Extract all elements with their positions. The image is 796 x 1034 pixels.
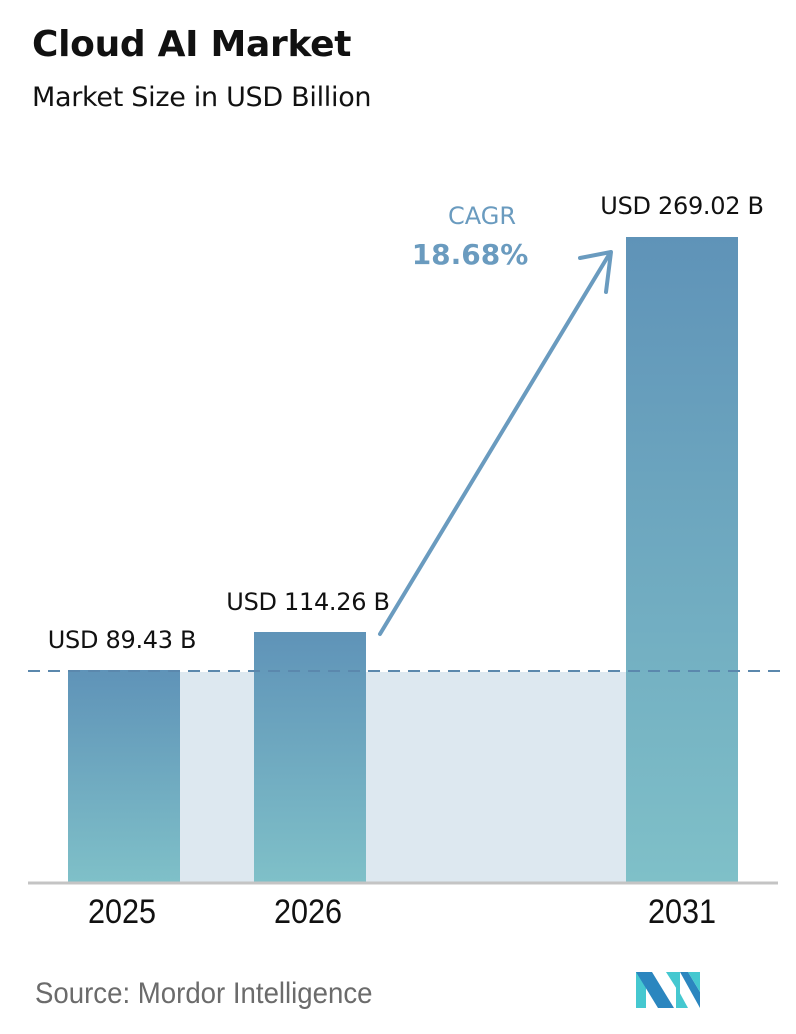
bar-2025 bbox=[68, 670, 180, 882]
value-label-2031: USD 269.02 B bbox=[600, 192, 764, 220]
cagr-value: 18.68% bbox=[411, 238, 529, 271]
chart-subtitle: Market Size in USD Billion bbox=[32, 82, 372, 113]
value-label-2025: USD 89.43 B bbox=[47, 626, 197, 654]
source-text: Source: Mordor Intelligence bbox=[35, 977, 373, 1010]
value-label-2026: USD 114.26 B bbox=[226, 588, 390, 616]
chart-title: Cloud AI Market bbox=[32, 24, 352, 65]
cagr-label: CAGR bbox=[447, 202, 517, 230]
x-tick-2031: 2031 bbox=[647, 893, 717, 931]
mordor-intelligence-logo-icon bbox=[636, 972, 700, 1008]
cagr-arrow-icon bbox=[378, 250, 613, 636]
x-tick-2025: 2025 bbox=[87, 893, 157, 931]
bar-2026 bbox=[254, 632, 366, 882]
bar-2031 bbox=[626, 237, 738, 882]
x-tick-2026: 2026 bbox=[273, 893, 343, 931]
